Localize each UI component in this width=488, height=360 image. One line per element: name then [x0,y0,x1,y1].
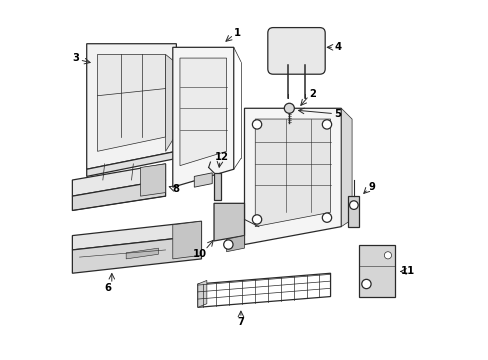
Circle shape [384,252,391,259]
Text: 2: 2 [308,89,315,99]
Polygon shape [172,221,201,259]
Text: 4: 4 [333,42,341,52]
Text: 12: 12 [215,152,229,162]
Text: 10: 10 [192,248,206,258]
Polygon shape [359,244,394,297]
Polygon shape [86,44,176,169]
Circle shape [322,120,331,129]
Polygon shape [97,54,165,151]
Circle shape [252,215,261,224]
Polygon shape [198,273,330,307]
Polygon shape [140,164,165,196]
Text: 11: 11 [400,266,414,276]
Text: 5: 5 [334,109,341,119]
Circle shape [252,120,261,129]
Polygon shape [273,33,319,69]
Polygon shape [214,203,244,241]
Polygon shape [244,108,341,244]
Polygon shape [341,108,351,226]
Circle shape [284,103,294,113]
Polygon shape [255,119,330,226]
Polygon shape [172,47,233,187]
Text: 9: 9 [367,182,374,192]
Polygon shape [86,151,176,176]
Polygon shape [72,221,201,250]
Polygon shape [348,196,359,226]
Text: 6: 6 [104,283,111,293]
Polygon shape [126,248,158,259]
Polygon shape [72,164,165,196]
Circle shape [349,201,357,210]
Polygon shape [194,173,212,187]
Polygon shape [198,280,206,307]
Polygon shape [180,58,226,166]
Circle shape [361,279,370,289]
Circle shape [223,240,233,249]
Polygon shape [226,235,244,252]
Text: 3: 3 [72,53,79,63]
Text: 1: 1 [233,28,241,38]
Polygon shape [165,54,174,151]
Text: 8: 8 [173,184,180,194]
Polygon shape [72,180,165,211]
Text: 7: 7 [237,317,244,327]
FancyBboxPatch shape [267,28,325,74]
Polygon shape [214,173,221,200]
Polygon shape [72,235,201,273]
Circle shape [322,213,331,222]
